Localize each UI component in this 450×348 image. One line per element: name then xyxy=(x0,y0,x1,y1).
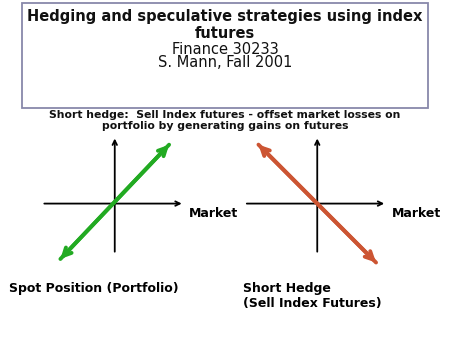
FancyBboxPatch shape xyxy=(22,3,427,108)
Text: Finance 30233: Finance 30233 xyxy=(171,42,279,57)
Text: Market: Market xyxy=(392,207,441,220)
Text: S. Mann, Fall 2001: S. Mann, Fall 2001 xyxy=(158,55,292,70)
Text: Short hedge:  Sell Index futures - offset market losses on
portfolio by generati: Short hedge: Sell Index futures - offset… xyxy=(50,110,400,131)
Text: Short Hedge
(Sell Index Futures): Short Hedge (Sell Index Futures) xyxy=(243,282,382,310)
Text: Hedging and speculative strategies using index
futures: Hedging and speculative strategies using… xyxy=(27,9,423,41)
Text: Market: Market xyxy=(189,207,238,220)
Text: Spot Position (Portfolio): Spot Position (Portfolio) xyxy=(9,282,179,295)
